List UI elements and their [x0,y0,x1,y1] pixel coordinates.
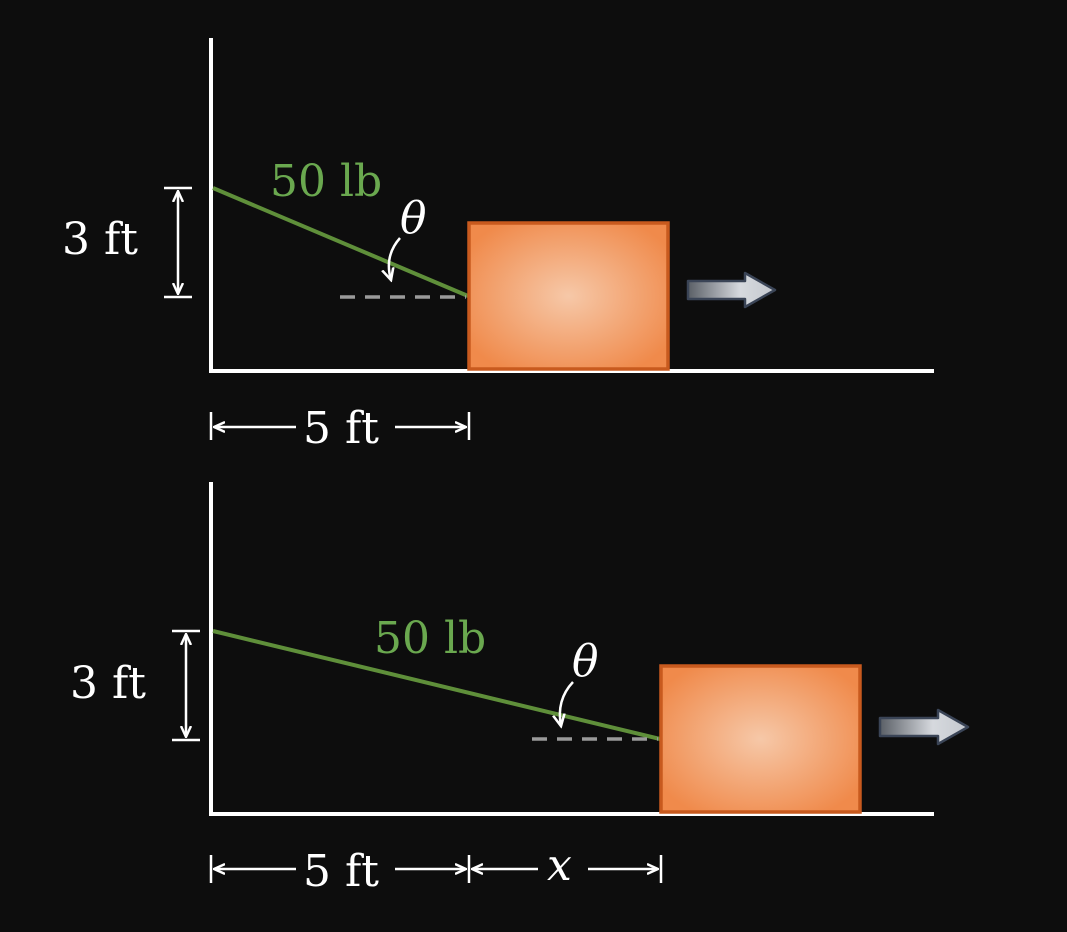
bottom-distance-label: 5 ft [303,846,379,897]
top-height-label: 3 ft [62,214,138,265]
top-figure: 3 ft 50 lb θ 5 ft [62,38,934,454]
top-angle-label: θ [400,193,427,244]
top-distance-label: 5 ft [303,403,379,454]
top-force-label: 50 lb [270,156,382,207]
bottom-motion-right-arrow-icon [878,708,970,746]
bottom-height-label: 3 ft [70,658,146,709]
top-rope [212,186,469,298]
bottom-angle-label: θ [572,636,599,687]
bottom-angle-pointer-icon [560,681,574,726]
bottom-figure: 3 ft 50 lb θ 5 ft x [70,482,970,897]
top-angle-pointer-icon [389,237,401,280]
bottom-x-label: x [547,840,572,891]
top-motion-right-arrow-icon [686,271,777,309]
top-block [467,221,670,371]
bottom-rope [212,629,661,741]
bottom-block [659,664,862,814]
bottom-force-label: 50 lb [374,613,486,664]
